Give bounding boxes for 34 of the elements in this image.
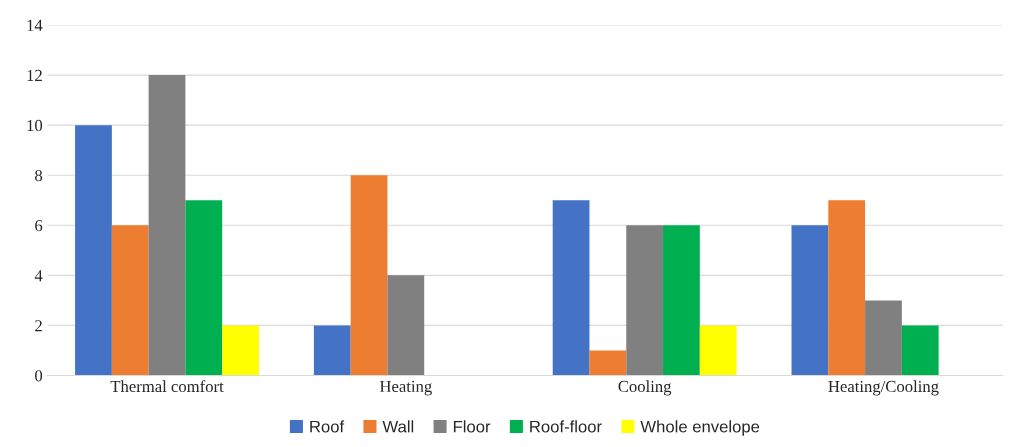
legend-label: Whole envelope xyxy=(640,420,760,436)
bar xyxy=(222,325,259,376)
y-tick-label: 14 xyxy=(27,19,43,31)
bar xyxy=(387,275,425,376)
y-tick-label: 12 xyxy=(27,69,42,81)
x-tick-label: Thermal comfort xyxy=(110,380,224,393)
y-tick-label: 4 xyxy=(34,270,43,282)
bar xyxy=(552,200,590,376)
bar xyxy=(901,325,939,376)
bar xyxy=(626,225,664,376)
x-tick-label: Heating/Cooling xyxy=(828,380,939,396)
x-tick-label: Heating xyxy=(379,380,432,396)
bar xyxy=(589,350,627,376)
legend-label: Roof-floor xyxy=(530,420,602,433)
bar xyxy=(148,75,186,376)
y-tick-label: 2 xyxy=(35,320,42,332)
bar xyxy=(185,200,223,376)
x-tick-label: Cooling xyxy=(618,380,672,396)
legend-label: Roof xyxy=(310,420,345,433)
bar xyxy=(350,175,388,376)
legend-label: Floor xyxy=(453,420,491,433)
bar xyxy=(313,325,351,376)
y-tick-label: 8 xyxy=(35,169,43,182)
bar xyxy=(111,225,149,376)
legend-label: Wall xyxy=(382,420,414,433)
bar xyxy=(75,125,112,376)
bar xyxy=(791,225,829,376)
bar xyxy=(663,225,700,376)
y-tick-label: 10 xyxy=(27,119,43,132)
bar xyxy=(828,200,866,376)
y-tick-label: 6 xyxy=(35,220,43,232)
y-tick-label: 0 xyxy=(35,370,43,382)
bar xyxy=(699,325,737,376)
bar xyxy=(865,300,902,376)
